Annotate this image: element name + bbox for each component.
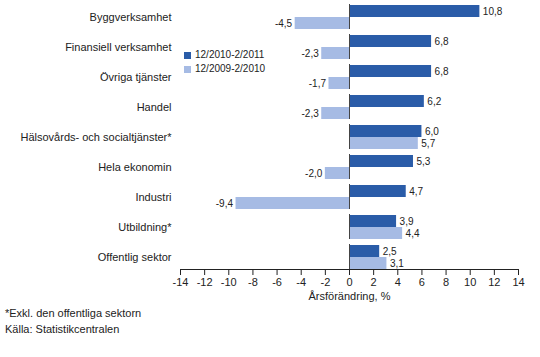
- svg-text:6,2: 6,2: [427, 96, 441, 107]
- html-text:*Exkl. den offentliga sektorn: *Exkl. den offentliga sektorn: [5, 307, 142, 319]
- svg-text:Handel: Handel: [137, 101, 172, 113]
- svg-text:Årsförändring, %: Årsförändring, %: [309, 290, 391, 302]
- svg-text:-2,3: -2,3: [302, 48, 320, 59]
- svg-text:-10: -10: [221, 276, 237, 288]
- svg-text:-12: -12: [197, 276, 213, 288]
- svg-text:Utbildning*: Utbildning*: [118, 221, 172, 233]
- svg-text:-2,0: -2,0: [305, 168, 323, 179]
- svg-text:Finansiell verksamhet: Finansiell verksamhet: [65, 41, 171, 53]
- svg-text:4,7: 4,7: [409, 186, 423, 197]
- svg-text:10: 10: [464, 276, 476, 288]
- html-text:12/2009-2/2010: 12/2009-2/2010: [195, 63, 266, 74]
- svg-text:-1,7: -1,7: [309, 78, 327, 89]
- svg-text:6,8: 6,8: [435, 36, 449, 47]
- svg-text:12: 12: [488, 276, 500, 288]
- svg-text:6,8: 6,8: [435, 66, 449, 77]
- svg-text:-8: -8: [248, 276, 258, 288]
- svg-text:-2,3: -2,3: [302, 108, 320, 119]
- svg-text:-6: -6: [272, 276, 282, 288]
- svg-text:0: 0: [346, 276, 352, 288]
- svg-text:14: 14: [512, 276, 524, 288]
- svg-text:-4,5: -4,5: [275, 18, 293, 29]
- svg-text:5,7: 5,7: [421, 138, 435, 149]
- svg-text:6,0: 6,0: [425, 126, 439, 137]
- svg-text:10,8: 10,8: [483, 6, 503, 17]
- svg-text:3,9: 3,9: [400, 216, 414, 227]
- svg-text:Offentlig sektor: Offentlig sektor: [98, 251, 172, 263]
- svg-text:4,4: 4,4: [406, 228, 420, 239]
- svg-text:2: 2: [371, 276, 377, 288]
- svg-text:Övriga tjänster: Övriga tjänster: [100, 71, 172, 83]
- svg-text:Hälsovårds- och socialtjänster: Hälsovårds- och socialtjänster*: [20, 131, 172, 143]
- svg-text:-9,4: -9,4: [216, 198, 234, 209]
- html-text:12/2010-2/2011: 12/2010-2/2011: [195, 49, 265, 60]
- svg-text:Hela ekonomin: Hela ekonomin: [98, 161, 171, 173]
- svg-text:-2: -2: [320, 276, 330, 288]
- svg-text:5,3: 5,3: [416, 156, 430, 167]
- svg-text:-4: -4: [296, 276, 306, 288]
- svg-text:-14: -14: [173, 276, 189, 288]
- svg-text:2,5: 2,5: [383, 246, 397, 257]
- svg-text:Byggverksamhet: Byggverksamhet: [90, 11, 172, 23]
- svg-text:4: 4: [395, 276, 401, 288]
- svg-text:3,1: 3,1: [390, 258, 404, 269]
- svg-text:6: 6: [419, 276, 425, 288]
- svg-text:Industri: Industri: [135, 191, 171, 203]
- html-text:Källa: Statistikcentralen: Källa: Statistikcentralen: [5, 323, 120, 335]
- svg-text:8: 8: [443, 276, 449, 288]
